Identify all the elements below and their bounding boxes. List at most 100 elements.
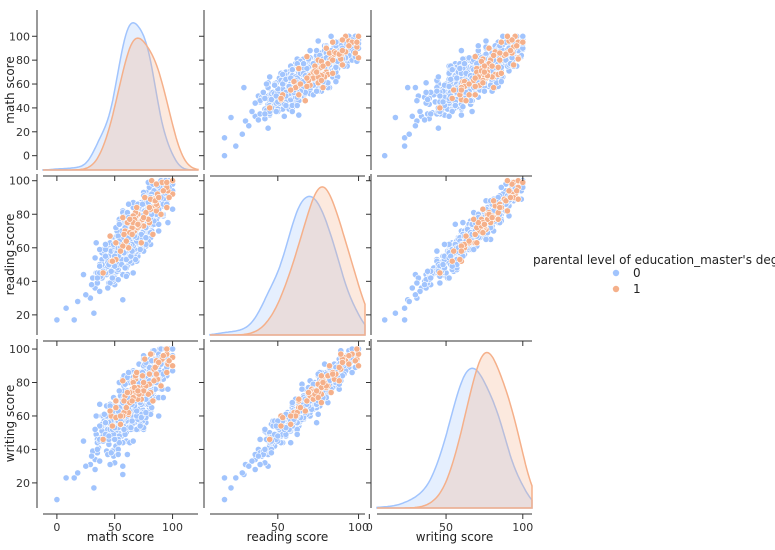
point-math-score-vs-writing-score-series-1 bbox=[496, 56, 504, 64]
point-math-score-vs-reading-score-series-0 bbox=[254, 116, 262, 124]
point-writing-score-vs-math-score-series-0 bbox=[115, 387, 123, 395]
point-reading-score-vs-math-score-series-1 bbox=[112, 239, 120, 247]
point-writing-score-vs-reading-score-series-0 bbox=[254, 452, 262, 460]
point-writing-score-vs-math-score-series-0 bbox=[62, 474, 70, 482]
point-math-score-vs-writing-score-series-0 bbox=[401, 134, 408, 142]
point-writing-score-vs-reading-score-series-1 bbox=[329, 370, 337, 378]
point-writing-score-vs-reading-score-series-0 bbox=[298, 385, 306, 393]
legend-title: parental level of education_master's deg… bbox=[533, 253, 775, 267]
point-reading-score-vs-writing-score-series-0 bbox=[482, 235, 490, 243]
point-reading-score-vs-writing-score-series-1 bbox=[479, 205, 487, 213]
point-reading-score-vs-writing-score-series-1 bbox=[503, 207, 511, 215]
point-math-score-vs-writing-score-series-1 bbox=[497, 69, 505, 77]
point-writing-score-vs-math-score-series-1 bbox=[141, 355, 149, 363]
point-math-score-vs-writing-score-series-0 bbox=[381, 152, 389, 160]
point-math-score-vs-reading-score-series-1 bbox=[317, 77, 325, 84]
point-reading-score-vs-writing-score-series-1 bbox=[503, 177, 511, 185]
point-math-score-vs-reading-score-series-0 bbox=[242, 117, 249, 125]
point-math-score-vs-writing-score-series-1 bbox=[497, 38, 505, 46]
y-tick-label: 0 bbox=[23, 150, 30, 163]
point-math-score-vs-writing-score-series-1 bbox=[480, 68, 488, 76]
y-tick-label: 100 bbox=[9, 30, 30, 43]
legend-label-0: 0 bbox=[633, 266, 641, 280]
x-tick-label: 0 bbox=[53, 521, 60, 534]
point-reading-score-vs-math-score-series-1 bbox=[165, 194, 173, 201]
point-reading-score-vs-math-score-series-0 bbox=[92, 239, 100, 247]
point-math-score-vs-writing-score-series-0 bbox=[451, 102, 459, 109]
point-math-score-vs-writing-score-series-0 bbox=[424, 96, 431, 103]
point-math-score-vs-writing-score-series-1 bbox=[519, 38, 527, 46]
point-math-score-vs-writing-score-series-1 bbox=[494, 63, 502, 71]
point-math-score-vs-writing-score-series-0 bbox=[401, 142, 408, 150]
point-reading-score-vs-writing-score-series-1 bbox=[456, 256, 464, 263]
point-writing-score-vs-math-score-series-0 bbox=[142, 409, 150, 416]
point-math-score-vs-writing-score-series-0 bbox=[468, 108, 476, 115]
point-writing-score-vs-math-score-series-0 bbox=[107, 449, 115, 457]
point-writing-score-vs-math-score-series-1 bbox=[155, 358, 163, 366]
point-math-score-vs-reading-score-series-1 bbox=[355, 54, 362, 62]
point-reading-score-vs-math-score-series-0 bbox=[96, 287, 104, 295]
point-math-score-vs-reading-score-series-0 bbox=[279, 80, 287, 88]
point-writing-score-vs-math-score-series-1 bbox=[169, 362, 176, 370]
point-writing-score-vs-reading-score-series-0 bbox=[245, 462, 253, 470]
point-writing-score-vs-reading-score-series-0 bbox=[238, 469, 246, 477]
point-reading-score-vs-writing-score-series-1 bbox=[448, 257, 456, 265]
point-reading-score-vs-math-score-series-0 bbox=[121, 264, 129, 272]
point-writing-score-vs-reading-score-series-1 bbox=[317, 399, 325, 406]
point-reading-score-vs-writing-score-series-1 bbox=[473, 239, 481, 247]
point-math-score-vs-reading-score-series-1 bbox=[319, 62, 327, 70]
point-math-score-vs-reading-score-series-1 bbox=[301, 97, 309, 105]
point-math-score-vs-reading-score-series-0 bbox=[263, 80, 270, 88]
point-writing-score-vs-reading-score-series-1 bbox=[303, 397, 311, 405]
point-math-score-vs-writing-score-series-1 bbox=[471, 53, 479, 60]
point-math-score-vs-reading-score-series-1 bbox=[296, 80, 304, 88]
point-reading-score-vs-math-score-series-0 bbox=[70, 316, 78, 324]
point-math-score-vs-writing-score-series-1 bbox=[496, 49, 504, 57]
point-writing-score-vs-math-score-series-1 bbox=[157, 382, 165, 390]
y-axis-title-reading-score: reading score bbox=[3, 214, 17, 296]
point-reading-score-vs-writing-score-series-0 bbox=[497, 183, 505, 191]
point-reading-score-vs-writing-score-series-1 bbox=[465, 237, 473, 245]
point-math-score-vs-reading-score-series-0 bbox=[293, 102, 301, 109]
point-reading-score-vs-math-score-series-1 bbox=[152, 180, 160, 188]
point-writing-score-vs-math-score-series-1 bbox=[140, 379, 147, 386]
point-writing-score-vs-reading-score-series-0 bbox=[267, 449, 275, 457]
y-tick-label: 100 bbox=[9, 175, 30, 188]
point-math-score-vs-reading-score-series-0 bbox=[245, 122, 253, 130]
point-writing-score-vs-math-score-series-1 bbox=[117, 420, 124, 428]
point-writing-score-vs-reading-score-series-1 bbox=[345, 352, 353, 360]
cell-math-score-vs-math-score bbox=[42, 22, 199, 171]
point-reading-score-vs-math-score-series-1 bbox=[157, 210, 165, 218]
point-writing-score-vs-reading-score-series-0 bbox=[227, 484, 235, 492]
point-math-score-vs-reading-score-series-0 bbox=[282, 102, 290, 109]
point-writing-score-vs-math-score-series-0 bbox=[94, 445, 101, 453]
point-reading-score-vs-writing-score-series-1 bbox=[470, 215, 478, 223]
kde-math-score-series-0 bbox=[42, 22, 198, 171]
point-reading-score-vs-math-score-series-0 bbox=[142, 234, 150, 242]
point-math-score-vs-reading-score-series-0 bbox=[300, 60, 307, 68]
point-reading-score-vs-writing-score-series-1 bbox=[480, 220, 488, 228]
point-reading-score-vs-math-score-series-0 bbox=[53, 316, 61, 324]
point-math-score-vs-writing-score-series-0 bbox=[456, 65, 464, 72]
point-math-score-vs-writing-score-series-1 bbox=[513, 42, 521, 50]
point-math-score-vs-writing-score-series-0 bbox=[453, 74, 461, 82]
point-math-score-vs-reading-score-series-0 bbox=[221, 134, 228, 142]
point-writing-score-vs-math-score-series-1 bbox=[112, 397, 120, 405]
point-reading-score-vs-writing-score-series-0 bbox=[421, 281, 428, 289]
point-math-score-vs-reading-score-series-0 bbox=[232, 142, 240, 150]
point-reading-score-vs-math-score-series-1 bbox=[141, 194, 149, 201]
point-math-score-vs-writing-score-series-0 bbox=[422, 79, 430, 87]
legend-marker-1 bbox=[612, 285, 620, 293]
point-writing-score-vs-reading-score-series-1 bbox=[313, 387, 320, 395]
point-writing-score-vs-math-score-series-0 bbox=[88, 452, 95, 460]
point-math-score-vs-reading-score-series-0 bbox=[271, 81, 278, 89]
point-reading-score-vs-math-score-series-0 bbox=[136, 246, 144, 253]
point-writing-score-vs-reading-score-series-1 bbox=[266, 435, 274, 443]
point-reading-score-vs-math-score-series-0 bbox=[82, 291, 90, 299]
point-writing-score-vs-math-score-series-1 bbox=[139, 372, 146, 380]
point-reading-score-vs-math-score-series-0 bbox=[164, 219, 172, 226]
point-reading-score-vs-math-score-series-1 bbox=[137, 239, 145, 247]
point-math-score-vs-writing-score-series-1 bbox=[514, 55, 522, 63]
point-writing-score-vs-math-score-series-1 bbox=[124, 389, 131, 396]
point-math-score-vs-writing-score-series-0 bbox=[459, 103, 467, 111]
